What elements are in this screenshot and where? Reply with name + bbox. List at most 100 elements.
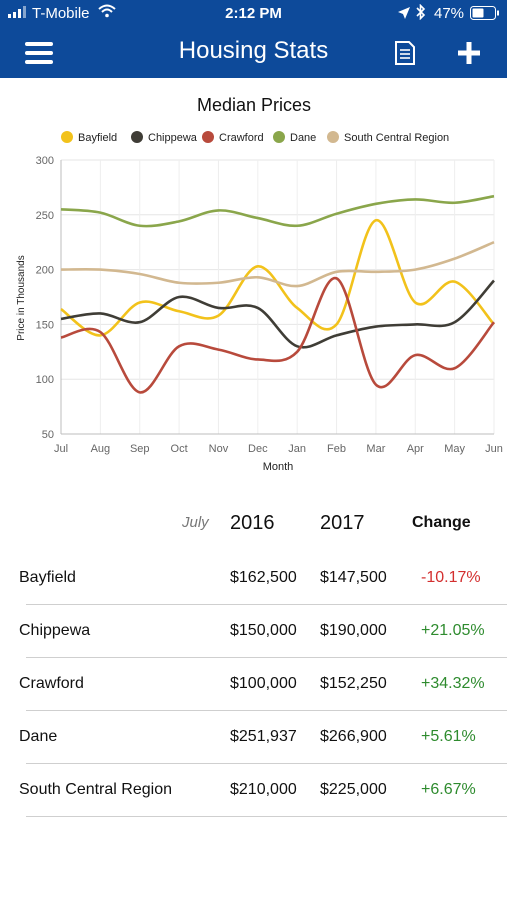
value-2017: $225,000	[320, 781, 387, 798]
y-tick-label: 100	[36, 374, 54, 386]
wifi-icon	[98, 4, 116, 22]
legend-swatch	[327, 131, 339, 143]
region-name: South Central Region	[19, 781, 172, 798]
legend-item[interactable]: Chippewa	[131, 131, 198, 144]
value-2016: $150,000	[230, 622, 297, 639]
row-divider	[26, 763, 507, 764]
y-tick-label: 300	[36, 155, 54, 167]
value-2016: $251,937	[230, 728, 297, 745]
row-divider	[26, 816, 507, 817]
table-row[interactable]: South Central Region $210,000 $225,000 +6.6…	[0, 764, 507, 817]
row-divider	[26, 604, 507, 605]
change-value: +6.67%	[421, 781, 476, 798]
x-tick-label: Nov	[209, 443, 229, 455]
x-tick-label: Feb	[327, 443, 346, 455]
plus-icon	[458, 42, 480, 64]
stats-table: July 2016 2017 Change Bayfield $162,500 $1…	[0, 496, 507, 817]
legend-swatch	[202, 131, 214, 143]
signal-strength-icon	[8, 5, 28, 22]
table-row[interactable]: Bayfield $162,500 $147,500 -10.17%	[0, 552, 507, 605]
legend-label: Chippewa	[148, 132, 198, 144]
series-line-south-central-region	[60, 241, 495, 288]
legend-swatch	[273, 131, 285, 143]
region-name: Bayfield	[19, 569, 76, 586]
navigation-bar: Housing Stats	[0, 28, 507, 78]
legend-swatch	[61, 131, 73, 143]
median-prices-chart: Median Prices Bayfield Chippewa Crawford Da…	[0, 86, 507, 478]
location-arrow-icon	[398, 6, 410, 23]
chart-lines	[60, 194, 496, 394]
value-2017: $147,500	[320, 569, 387, 586]
change-value: +34.32%	[421, 675, 485, 692]
x-tick-label: Dec	[248, 443, 268, 455]
chart-title: Median Prices	[197, 95, 311, 115]
y-tick-label: 50	[42, 429, 54, 441]
row-divider	[26, 657, 507, 658]
region-name: Chippewa	[19, 622, 91, 639]
value-2016: $210,000	[230, 781, 297, 798]
y-tick-label: 250	[36, 210, 54, 222]
region-name: Dane	[19, 728, 58, 745]
legend-label: Crawford	[219, 132, 264, 144]
clock-label: 2:12 PM	[225, 5, 282, 22]
x-tick-label: Jun	[485, 443, 503, 455]
legend-item[interactable]: South Central Region	[327, 131, 449, 144]
x-axis-label: Month	[263, 461, 294, 473]
chart-canvas: Median Prices Bayfield Chippewa Crawford Da…	[16, 95, 503, 473]
menu-button[interactable]	[20, 34, 58, 72]
y-tick-label: 150	[36, 319, 54, 331]
table-row[interactable]: Crawford $100,000 $152,250 +34.32%	[0, 658, 507, 711]
legend-item[interactable]: Dane	[273, 131, 316, 144]
x-tick-label: Oct	[171, 443, 188, 455]
series-line-bayfield	[60, 219, 495, 337]
change-header: Change	[412, 514, 471, 531]
stats-rows: Bayfield $162,500 $147,500 -10.17% Chippewa $…	[0, 552, 507, 817]
chart-legend: Bayfield Chippewa Crawford Dane South Centra…	[61, 131, 449, 144]
year-2017-header: 2017	[320, 512, 365, 534]
year-2016-header: 2016	[230, 512, 275, 534]
x-tick-label: Apr	[407, 443, 424, 455]
page-title: Housing Stats	[178, 37, 329, 64]
legend-label: South Central Region	[344, 132, 449, 144]
change-value: +5.61%	[421, 728, 476, 745]
row-divider	[26, 710, 507, 711]
value-2016: $100,000	[230, 675, 297, 692]
battery-icon	[470, 6, 500, 24]
hamburger-icon	[25, 42, 53, 64]
legend-label: Bayfield	[78, 132, 117, 144]
status-bar: T-Mobile 2:12 PM 47%	[0, 0, 507, 28]
series-line-dane	[60, 194, 495, 228]
x-tick-label: Jul	[54, 443, 68, 455]
region-name: Crawford	[19, 675, 84, 692]
x-tick-label: Jan	[288, 443, 306, 455]
value-2017: $266,900	[320, 728, 387, 745]
report-button[interactable]	[386, 34, 424, 72]
x-tick-label: May	[444, 443, 465, 455]
add-button[interactable]	[450, 34, 488, 72]
value-2017: $190,000	[320, 622, 387, 639]
legend-item[interactable]: Bayfield	[61, 131, 117, 144]
change-value: -10.17%	[421, 569, 481, 586]
table-row[interactable]: Dane $251,937 $266,900 +5.61%	[0, 711, 507, 764]
value-2017: $152,250	[320, 675, 387, 692]
chart-axes: 50 100 150 200 250 300 Jul Aug Sep Oct Nov Dec Jan Fe…	[36, 155, 503, 455]
legend-item[interactable]: Crawford	[202, 131, 264, 144]
y-axis-label: Price in Thousands	[16, 255, 27, 340]
table-row[interactable]: Chippewa $150,000 $190,000 +21.05%	[0, 605, 507, 658]
document-icon	[395, 41, 415, 65]
carrier-label: T-Mobile	[32, 5, 90, 22]
battery-percent-label: 47%	[434, 5, 465, 22]
x-tick-label: Aug	[91, 443, 111, 455]
legend-label: Dane	[290, 132, 316, 144]
value-2016: $162,500	[230, 569, 297, 586]
month-label: July	[182, 514, 209, 531]
series-line-chippewa	[60, 279, 495, 349]
change-value: +21.05%	[421, 622, 485, 639]
legend-swatch	[131, 131, 143, 143]
x-tick-label: Mar	[366, 443, 385, 455]
x-tick-label: Sep	[130, 443, 150, 455]
series-line-crawford	[60, 277, 496, 394]
stats-header-row: July 2016 2017 Change	[0, 496, 507, 552]
bluetooth-icon	[416, 3, 426, 24]
y-tick-label: 200	[36, 265, 54, 277]
